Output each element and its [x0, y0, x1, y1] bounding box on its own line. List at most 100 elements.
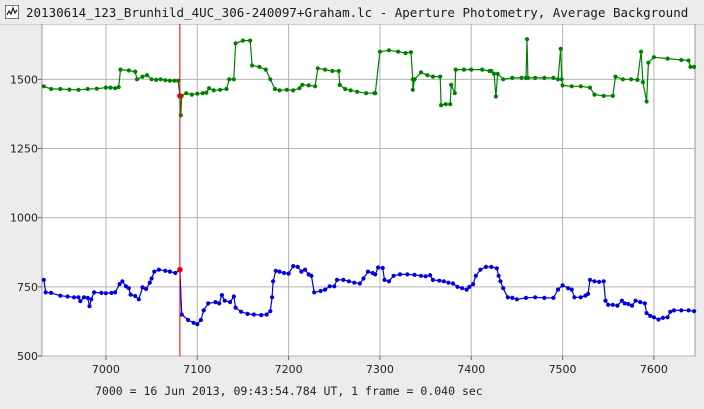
data-point: [87, 304, 92, 309]
data-point: [471, 282, 476, 287]
data-point: [533, 295, 538, 300]
data-point: [382, 277, 387, 282]
data-point: [566, 286, 571, 291]
x-tick-label: 7100: [183, 363, 211, 376]
series-1: [41, 37, 697, 118]
data-point: [65, 294, 70, 299]
y-axis: 500 750 1000 1250 1500: [10, 73, 42, 363]
data-point: [578, 295, 583, 300]
data-point: [136, 297, 141, 302]
data-point: [133, 293, 138, 299]
data-point: [542, 295, 547, 300]
data-point: [337, 82, 342, 87]
data-point: [686, 58, 691, 63]
y-tick-label: 1500: [10, 73, 38, 86]
x-tick-label: 7300: [366, 363, 394, 376]
data-point: [323, 67, 328, 72]
data-point: [373, 272, 378, 277]
data-point: [560, 283, 565, 288]
data-point: [198, 317, 203, 323]
data-point: [67, 87, 72, 92]
data-point: [452, 91, 457, 96]
data-point: [428, 273, 433, 278]
data-point: [551, 295, 556, 300]
data-point: [259, 313, 264, 318]
data-point: [222, 298, 227, 303]
data-point: [49, 86, 54, 92]
x-tick-label: 7500: [549, 363, 577, 376]
data-point: [633, 298, 638, 303]
data-point: [357, 281, 362, 286]
data-point: [397, 272, 403, 277]
data-point: [446, 280, 451, 285]
x-tick-label: 7400: [457, 363, 485, 376]
data-point: [299, 269, 304, 274]
data-point: [377, 49, 382, 54]
data-point: [41, 277, 46, 282]
data-point: [228, 300, 233, 305]
data-point: [227, 77, 232, 82]
data-point: [629, 303, 635, 308]
data-point: [103, 85, 108, 90]
data-point: [49, 290, 54, 295]
y-tick-label: 1250: [10, 143, 38, 156]
data-point: [126, 68, 131, 73]
data-point: [560, 83, 565, 88]
data-point: [71, 295, 77, 300]
y-tick-label: 1000: [10, 212, 38, 225]
data-point: [113, 290, 118, 295]
data-point: [686, 308, 691, 313]
plot-area: [41, 24, 696, 357]
data-point: [533, 75, 538, 80]
data-point: [218, 87, 223, 92]
data-point: [464, 287, 469, 292]
data-point: [542, 75, 547, 80]
data-point: [510, 75, 515, 80]
data-point: [163, 268, 168, 273]
data-point: [644, 99, 649, 104]
data-point: [635, 77, 640, 82]
data-point: [219, 293, 224, 298]
data-point: [651, 315, 657, 320]
data-point: [592, 279, 597, 284]
data-point: [494, 266, 499, 271]
data-point: [167, 78, 172, 83]
data-point: [514, 297, 520, 302]
data-point: [597, 279, 602, 284]
data-point: [195, 91, 200, 96]
data-point: [85, 86, 90, 92]
data-point: [147, 280, 152, 285]
data-point: [195, 322, 200, 327]
data-point: [615, 303, 620, 308]
data-point: [492, 71, 497, 76]
data-point: [286, 271, 291, 276]
data-point: [412, 272, 417, 277]
data-point: [449, 82, 454, 87]
data-point: [439, 103, 444, 108]
data-point: [651, 55, 657, 60]
data-point: [323, 287, 328, 292]
data-point: [418, 273, 424, 278]
data-point: [555, 287, 561, 292]
x-tick-label: 7600: [640, 363, 668, 376]
data-point: [587, 85, 593, 90]
y-tick-label: 500: [17, 350, 38, 363]
data-point: [133, 69, 138, 74]
data-point: [128, 292, 133, 297]
data-point: [231, 294, 236, 299]
data-point: [178, 113, 183, 118]
data-point: [480, 67, 485, 72]
data-point: [692, 309, 697, 314]
data-point: [154, 77, 159, 82]
data-point: [163, 78, 168, 83]
data-point: [239, 309, 244, 314]
data-point: [309, 273, 314, 278]
data-point: [425, 73, 430, 78]
data-point: [405, 272, 410, 277]
data-point: [189, 92, 194, 97]
data-point: [386, 279, 392, 284]
data-point: [268, 309, 273, 314]
data-point: [601, 93, 606, 98]
data-point: [455, 284, 460, 289]
